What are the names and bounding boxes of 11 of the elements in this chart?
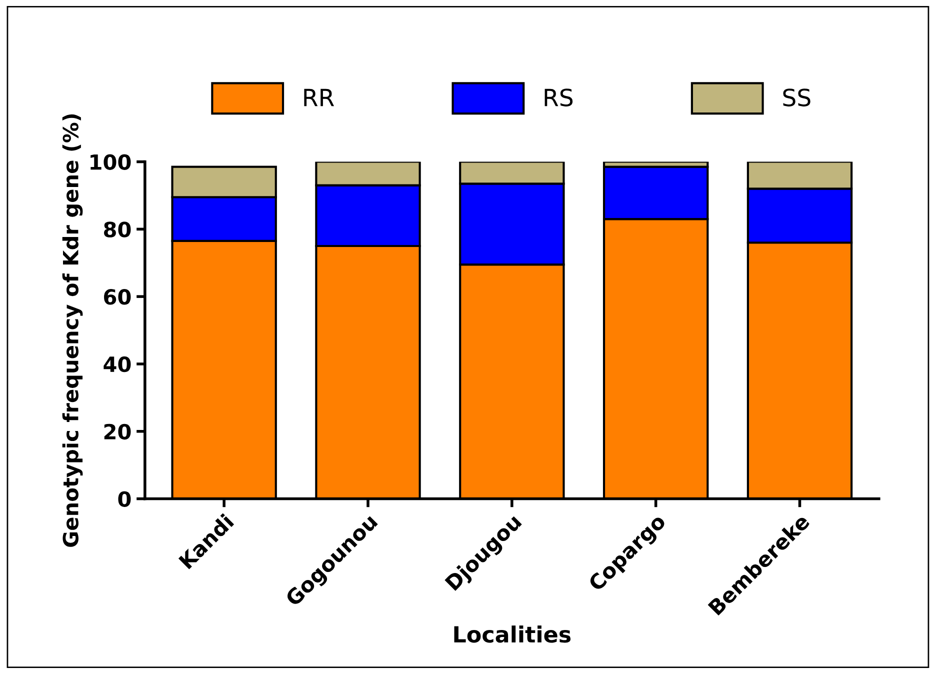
- y-tick-label: 20: [104, 424, 131, 440]
- y-axis-title: Genotypic frequency of Kdr gene (%): [62, 114, 83, 547]
- legend-label: SS: [783, 88, 810, 106]
- x-axis-title: Localities: [454, 626, 571, 643]
- y-tick-label: 80: [104, 222, 131, 238]
- y-tick-label: 40: [104, 356, 131, 372]
- legend-label: RS: [544, 88, 573, 106]
- y-tick-label: 0: [118, 491, 131, 507]
- y-tick-label: 60: [104, 289, 131, 305]
- y-tick-label: 100: [90, 154, 131, 170]
- legend-label: RR: [304, 88, 334, 106]
